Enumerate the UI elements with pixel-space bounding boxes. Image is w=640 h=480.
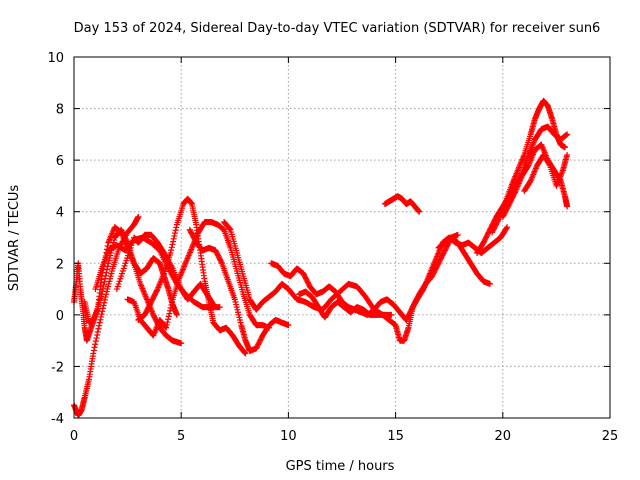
data-point — [167, 249, 174, 256]
data-point — [218, 258, 225, 265]
data-point — [165, 313, 172, 320]
data-point — [564, 131, 571, 138]
x-tick-label: 5 — [177, 429, 185, 444]
data-point — [101, 278, 108, 285]
data-point — [173, 224, 180, 231]
data-point — [135, 213, 142, 220]
data-point — [168, 299, 175, 306]
data-point — [163, 324, 170, 331]
x-tick-label: 0 — [70, 429, 78, 444]
data-point — [91, 344, 98, 351]
data-point — [167, 307, 174, 314]
data-point — [94, 331, 101, 338]
x-tick-label: 10 — [280, 429, 297, 444]
data-point — [90, 350, 97, 357]
data-point — [241, 349, 248, 356]
data-point — [97, 316, 104, 323]
data-point — [546, 161, 553, 168]
data-point — [178, 340, 185, 347]
data-point — [95, 325, 102, 332]
data-point — [170, 238, 177, 245]
data-point — [99, 308, 106, 315]
y-tick-label: 6 — [56, 154, 64, 169]
data-point — [172, 227, 179, 234]
data-point — [166, 310, 173, 317]
data-point — [94, 328, 101, 335]
data-point — [92, 341, 99, 348]
series-sat-7 — [124, 219, 273, 339]
data-point — [153, 287, 160, 294]
y-tick-label: 4 — [56, 206, 64, 221]
data-point — [171, 232, 178, 239]
data-point — [100, 302, 107, 309]
data-point — [454, 231, 461, 238]
y-tick-label: 2 — [56, 257, 64, 272]
data-point — [98, 311, 105, 318]
y-axis-label: SDTVAR / TECUs — [7, 185, 22, 292]
plot-frame — [73, 56, 611, 419]
data-point — [168, 247, 175, 254]
data-point — [90, 347, 97, 354]
data-point — [163, 321, 170, 328]
series-sat-11 — [296, 288, 421, 344]
data-point — [388, 311, 395, 318]
data-point — [168, 302, 175, 309]
data-point — [102, 275, 109, 282]
data-point — [173, 311, 180, 318]
data-point — [92, 338, 99, 345]
x-tick-label: 25 — [602, 429, 619, 444]
y-tick-label: 10 — [47, 51, 64, 66]
data-point — [102, 294, 109, 301]
x-tick-label: 15 — [387, 429, 404, 444]
series-sat-18 — [521, 151, 571, 195]
data-point — [564, 151, 571, 158]
data-point — [494, 217, 501, 224]
y-axis: -4 -2 0 2 4 6 8 10 — [47, 51, 610, 427]
data-point — [285, 322, 292, 329]
data-point — [98, 313, 105, 320]
series-sat-12 — [381, 193, 423, 215]
data-point — [512, 189, 519, 196]
x-tick-label: 20 — [495, 429, 512, 444]
data-point — [165, 316, 172, 323]
data-point — [96, 322, 103, 329]
y-tick-label: 0 — [56, 309, 64, 324]
data-point — [170, 235, 177, 242]
series-sat-8 — [186, 226, 292, 354]
data-point — [486, 280, 493, 287]
data-point — [164, 319, 171, 326]
y-tick-label: -4 — [51, 412, 64, 427]
x-axis: 0 5 10 15 20 25 — [70, 57, 618, 444]
data-point — [96, 319, 103, 326]
y-tick-label: -2 — [51, 360, 64, 375]
data-point — [242, 350, 249, 357]
data-point — [93, 335, 100, 342]
y-tick-label: 8 — [56, 103, 64, 118]
data-point — [503, 225, 510, 232]
data-point — [168, 244, 175, 251]
data-point — [504, 224, 511, 231]
data-point — [226, 225, 233, 232]
data-point — [171, 230, 178, 237]
x-axis-label: GPS time / hours — [286, 459, 395, 474]
data-point — [216, 304, 223, 311]
data-point — [564, 203, 571, 210]
series-sat-14 — [435, 234, 493, 287]
data-point — [99, 305, 106, 312]
chart-title: Day 153 of 2024, Sidereal Day-to-day VTE… — [74, 21, 601, 36]
data-point — [416, 208, 423, 215]
data-marks — [71, 97, 571, 419]
data-point — [167, 304, 174, 311]
data-point — [561, 144, 568, 151]
data-point — [169, 241, 176, 248]
data-point — [104, 243, 111, 250]
